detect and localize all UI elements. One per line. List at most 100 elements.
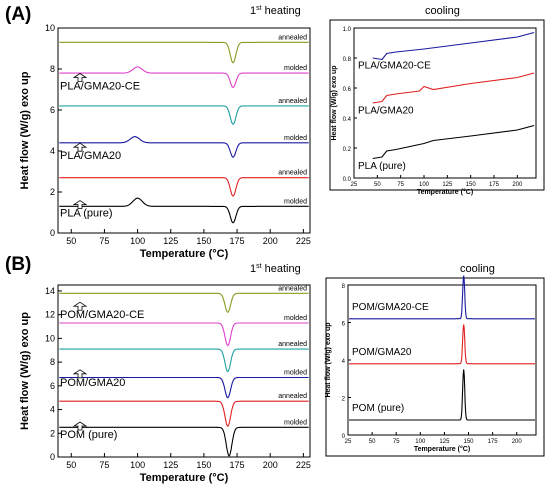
x-tick-label: 175 (488, 439, 499, 445)
state-label: annealed (278, 341, 307, 348)
x-tick-label: 225 (296, 460, 311, 470)
x-tick-label: 75 (99, 460, 109, 470)
x-tick-label: 150 (466, 182, 477, 188)
exo-up-arrow-icon (72, 369, 88, 379)
x-tick-label: 200 (512, 182, 523, 188)
series-line (59, 197, 309, 224)
y-axis-title: Heat flow (W/g) exo up (331, 65, 338, 140)
x-tick-label: 125 (163, 236, 178, 246)
x-axis-title: Temperature (°C) (417, 188, 473, 196)
y-tick-label: 8 (342, 284, 346, 290)
y-tick-label: 12 (45, 310, 55, 320)
y-tick-label: 0.4 (343, 117, 352, 123)
y-tick-label: 8 (50, 357, 55, 367)
series-label: POM/GMA20 (352, 347, 412, 358)
state-label: molded (284, 419, 307, 426)
series-line (59, 322, 309, 347)
y-tick-label: 4 (50, 405, 55, 415)
series-line (59, 136, 309, 158)
y-tick-label: 0.0 (343, 177, 352, 183)
series-line (59, 66, 309, 89)
x-tick-label: 225 (296, 236, 311, 246)
sample-label: POM/GMA20-CE (60, 309, 144, 321)
y-tick-label: 0 (342, 434, 346, 440)
y-tick-label: 6 (50, 105, 55, 115)
y-tick-label: 0.2 (343, 147, 352, 153)
panel-b-heating-title: 1st heating (250, 263, 301, 275)
y-tick-label: 0 (50, 452, 55, 462)
series-line (349, 369, 535, 421)
series-line (59, 426, 309, 457)
inset-frame (329, 19, 545, 191)
x-axis-title: Temperature (°C) (140, 248, 229, 260)
sample-label: PLA (pure) (60, 208, 113, 220)
state-label: molded (284, 65, 307, 72)
x-tick-label: 75 (397, 182, 404, 188)
y-tick-label: 0 (50, 228, 55, 238)
chart-b-heating: 50 75 100 125 150 175 200 225 0 2 4 6 8 10 12 14 Tempera… (19, 284, 311, 484)
series-line (349, 275, 535, 320)
y-tick-label: 10 (45, 333, 55, 343)
chart-a-cooling: 25 50 75 100 125 150 175 200 0.0 0.2 0.4 0.6 0.8 1.0 T… (329, 19, 545, 196)
y-tick-label: 2 (342, 397, 346, 403)
panel-b-cooling-title: cooling (460, 263, 495, 275)
y-tick-label: 0.6 (343, 87, 352, 93)
state-label: molded (284, 198, 307, 205)
y-tick-label: 2 (50, 428, 55, 438)
panel-a-label: (A) (5, 4, 31, 25)
inset-frame (325, 277, 545, 457)
series-line (59, 105, 309, 125)
series-line (59, 376, 309, 399)
sample-label: POM (pure) (60, 429, 117, 441)
series-line (59, 41, 309, 64)
series-label: POM (pure) (352, 403, 404, 414)
x-tick-label: 25 (351, 182, 358, 188)
series-line (59, 177, 309, 197)
x-tick-label: 175 (230, 236, 245, 246)
state-label: annealed (278, 393, 307, 400)
x-tick-label: 175 (489, 182, 500, 188)
y-tick-label: 4 (50, 146, 55, 156)
x-tick-label: 150 (196, 236, 211, 246)
state-label: annealed (278, 285, 307, 292)
x-tick-label: 100 (130, 236, 145, 246)
x-tick-label: 25 (345, 439, 352, 445)
panel-b-label: (B) (5, 254, 31, 275)
y-tick-label: 8 (50, 64, 55, 74)
chart-b-cooling: 25 50 75 100 125 150 175 200 0 2 4 6 8 Temperature (°… (325, 275, 545, 457)
x-tick-label: 75 (99, 236, 109, 246)
x-tick-label: 200 (263, 460, 278, 470)
y-axis-title: Heat flow (W/g) exo up (19, 71, 31, 189)
sample-label: POM/GMA20 (60, 377, 125, 389)
x-tick-label: 75 (393, 439, 400, 445)
series-label: PLA (pure) (358, 161, 406, 172)
chart-a-heating: 50 75 100 125 150 175 200 225 0 2 4 6 8 10 Temperature… (19, 23, 311, 260)
plot-area (57, 27, 311, 234)
panel-a-cooling-title: cooling (425, 5, 460, 17)
y-tick-label: 14 (45, 286, 55, 296)
x-tick-label: 200 (512, 439, 523, 445)
exo-up-arrow-icon (72, 421, 88, 431)
series-label: POM/GMA20-CE (352, 302, 429, 313)
x-tick-label: 100 (415, 439, 426, 445)
exo-up-arrow-icon (72, 301, 88, 311)
x-axis-title: Temperature (°C) (414, 445, 470, 453)
y-tick-label: 6 (50, 381, 55, 391)
y-axis-title: Heat flow (W/g) exo up (325, 322, 332, 397)
series-line (59, 348, 309, 373)
y-tick-label: 2 (50, 187, 55, 197)
state-label: annealed (278, 170, 307, 177)
state-label: molded (284, 370, 307, 377)
exo-up-arrow-icon (72, 142, 88, 152)
x-tick-label: 175 (230, 460, 245, 470)
series-line (372, 124, 535, 160)
sample-label: PLA/GMA20 (60, 150, 121, 162)
state-label: annealed (278, 34, 307, 41)
exo-up-arrow-icon (72, 200, 88, 209)
x-tick-label: 150 (464, 439, 475, 445)
series-line (59, 400, 309, 428)
x-tick-label: 125 (439, 439, 450, 445)
y-tick-label: 6 (342, 322, 346, 328)
y-tick-label: 1.0 (343, 27, 352, 33)
state-label: molded (284, 315, 307, 322)
